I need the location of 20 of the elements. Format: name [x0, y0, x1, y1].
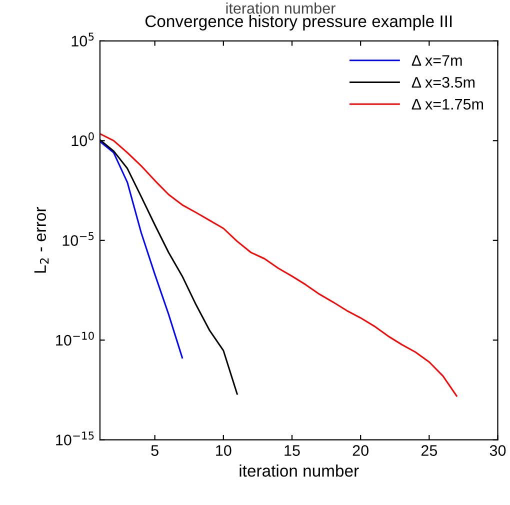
y-tick-label: 10$^{−5}$: [62, 232, 94, 246]
text: iteration number: [226, 2, 336, 14]
x-tick-label: 25: [421, 445, 438, 456]
line-series: [100, 133, 458, 397]
y-tick-label: 10$^{0}$: [72, 132, 94, 146]
legend-label: Δ x=7m: [412, 55, 462, 66]
x-tick-label: 20: [352, 445, 368, 456]
x-tick-label: 30: [490, 445, 506, 456]
legend-label: Δ x=1.75m: [412, 98, 484, 110]
x-tick-label: 15: [284, 445, 300, 456]
line-series: [100, 140, 184, 359]
chart-title: Convergence history pressure example III: [145, 14, 452, 30]
y-tick-label: 10$^{5}$: [72, 32, 94, 46]
x-tick-label: 10: [216, 445, 232, 456]
legend-label: Δ x=3.5m: [412, 76, 475, 88]
y-tick-label: 10$^{−15}$: [56, 432, 94, 446]
x-axis-title: iteration number: [240, 464, 359, 477]
y-tick-label: 10$^{−10}$: [56, 332, 94, 346]
x-tick-label: 5: [151, 445, 158, 456]
y-axis-title: L$_{2}$ - error: [34, 207, 49, 273]
